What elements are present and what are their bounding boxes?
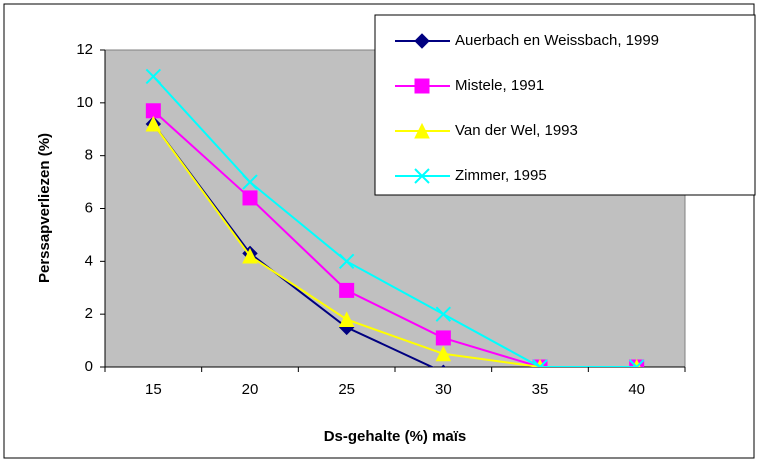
marker (435, 345, 452, 362)
marker (242, 174, 258, 190)
marker (145, 68, 162, 85)
x-axis-title: Ds-gehalte (%) maïs (324, 428, 467, 445)
series-line (152, 123, 637, 367)
y-tick-label: 6 (85, 199, 93, 216)
x-tick-label: 35 (532, 381, 549, 398)
legend-label: Van der Wel, 1993 (455, 122, 578, 139)
marker (338, 253, 355, 270)
x-tick-label: 40 (628, 381, 645, 398)
marker (145, 103, 161, 119)
marker (414, 168, 430, 184)
marker (242, 190, 258, 206)
y-tick-label: 10 (76, 94, 93, 111)
series-line (152, 123, 637, 367)
marker (628, 359, 645, 367)
marker (339, 282, 355, 298)
marker (440, 364, 446, 367)
marker (435, 306, 452, 322)
marker (414, 33, 430, 49)
x-tick-label: 30 (435, 381, 452, 398)
marker (338, 311, 355, 327)
marker (435, 330, 451, 346)
series-line (152, 110, 637, 367)
legend-label: Auerbach en Weissbach, 1999 (455, 32, 659, 49)
y-axis-title: Perssapverliezen (%) (36, 133, 53, 283)
marker (145, 115, 162, 132)
series-line (152, 75, 637, 367)
plot-layer (145, 68, 645, 367)
y-tick-label: 0 (85, 358, 93, 375)
marker (242, 247, 258, 264)
y-tick-label: 8 (85, 147, 93, 164)
x-tick-label: 15 (145, 381, 162, 398)
x-tick-label: 20 (242, 381, 259, 398)
marker (414, 122, 430, 139)
y-tick-label: 12 (76, 41, 93, 58)
legend-label: Mistele, 1991 (455, 77, 544, 94)
legend-label: Zimmer, 1995 (455, 167, 547, 184)
x-tick-label: 25 (338, 381, 355, 398)
legend-box (374, 14, 756, 196)
y-tick-label: 4 (85, 252, 93, 269)
marker (414, 78, 430, 94)
y-tick-label: 2 (85, 305, 93, 322)
marker (532, 359, 548, 367)
